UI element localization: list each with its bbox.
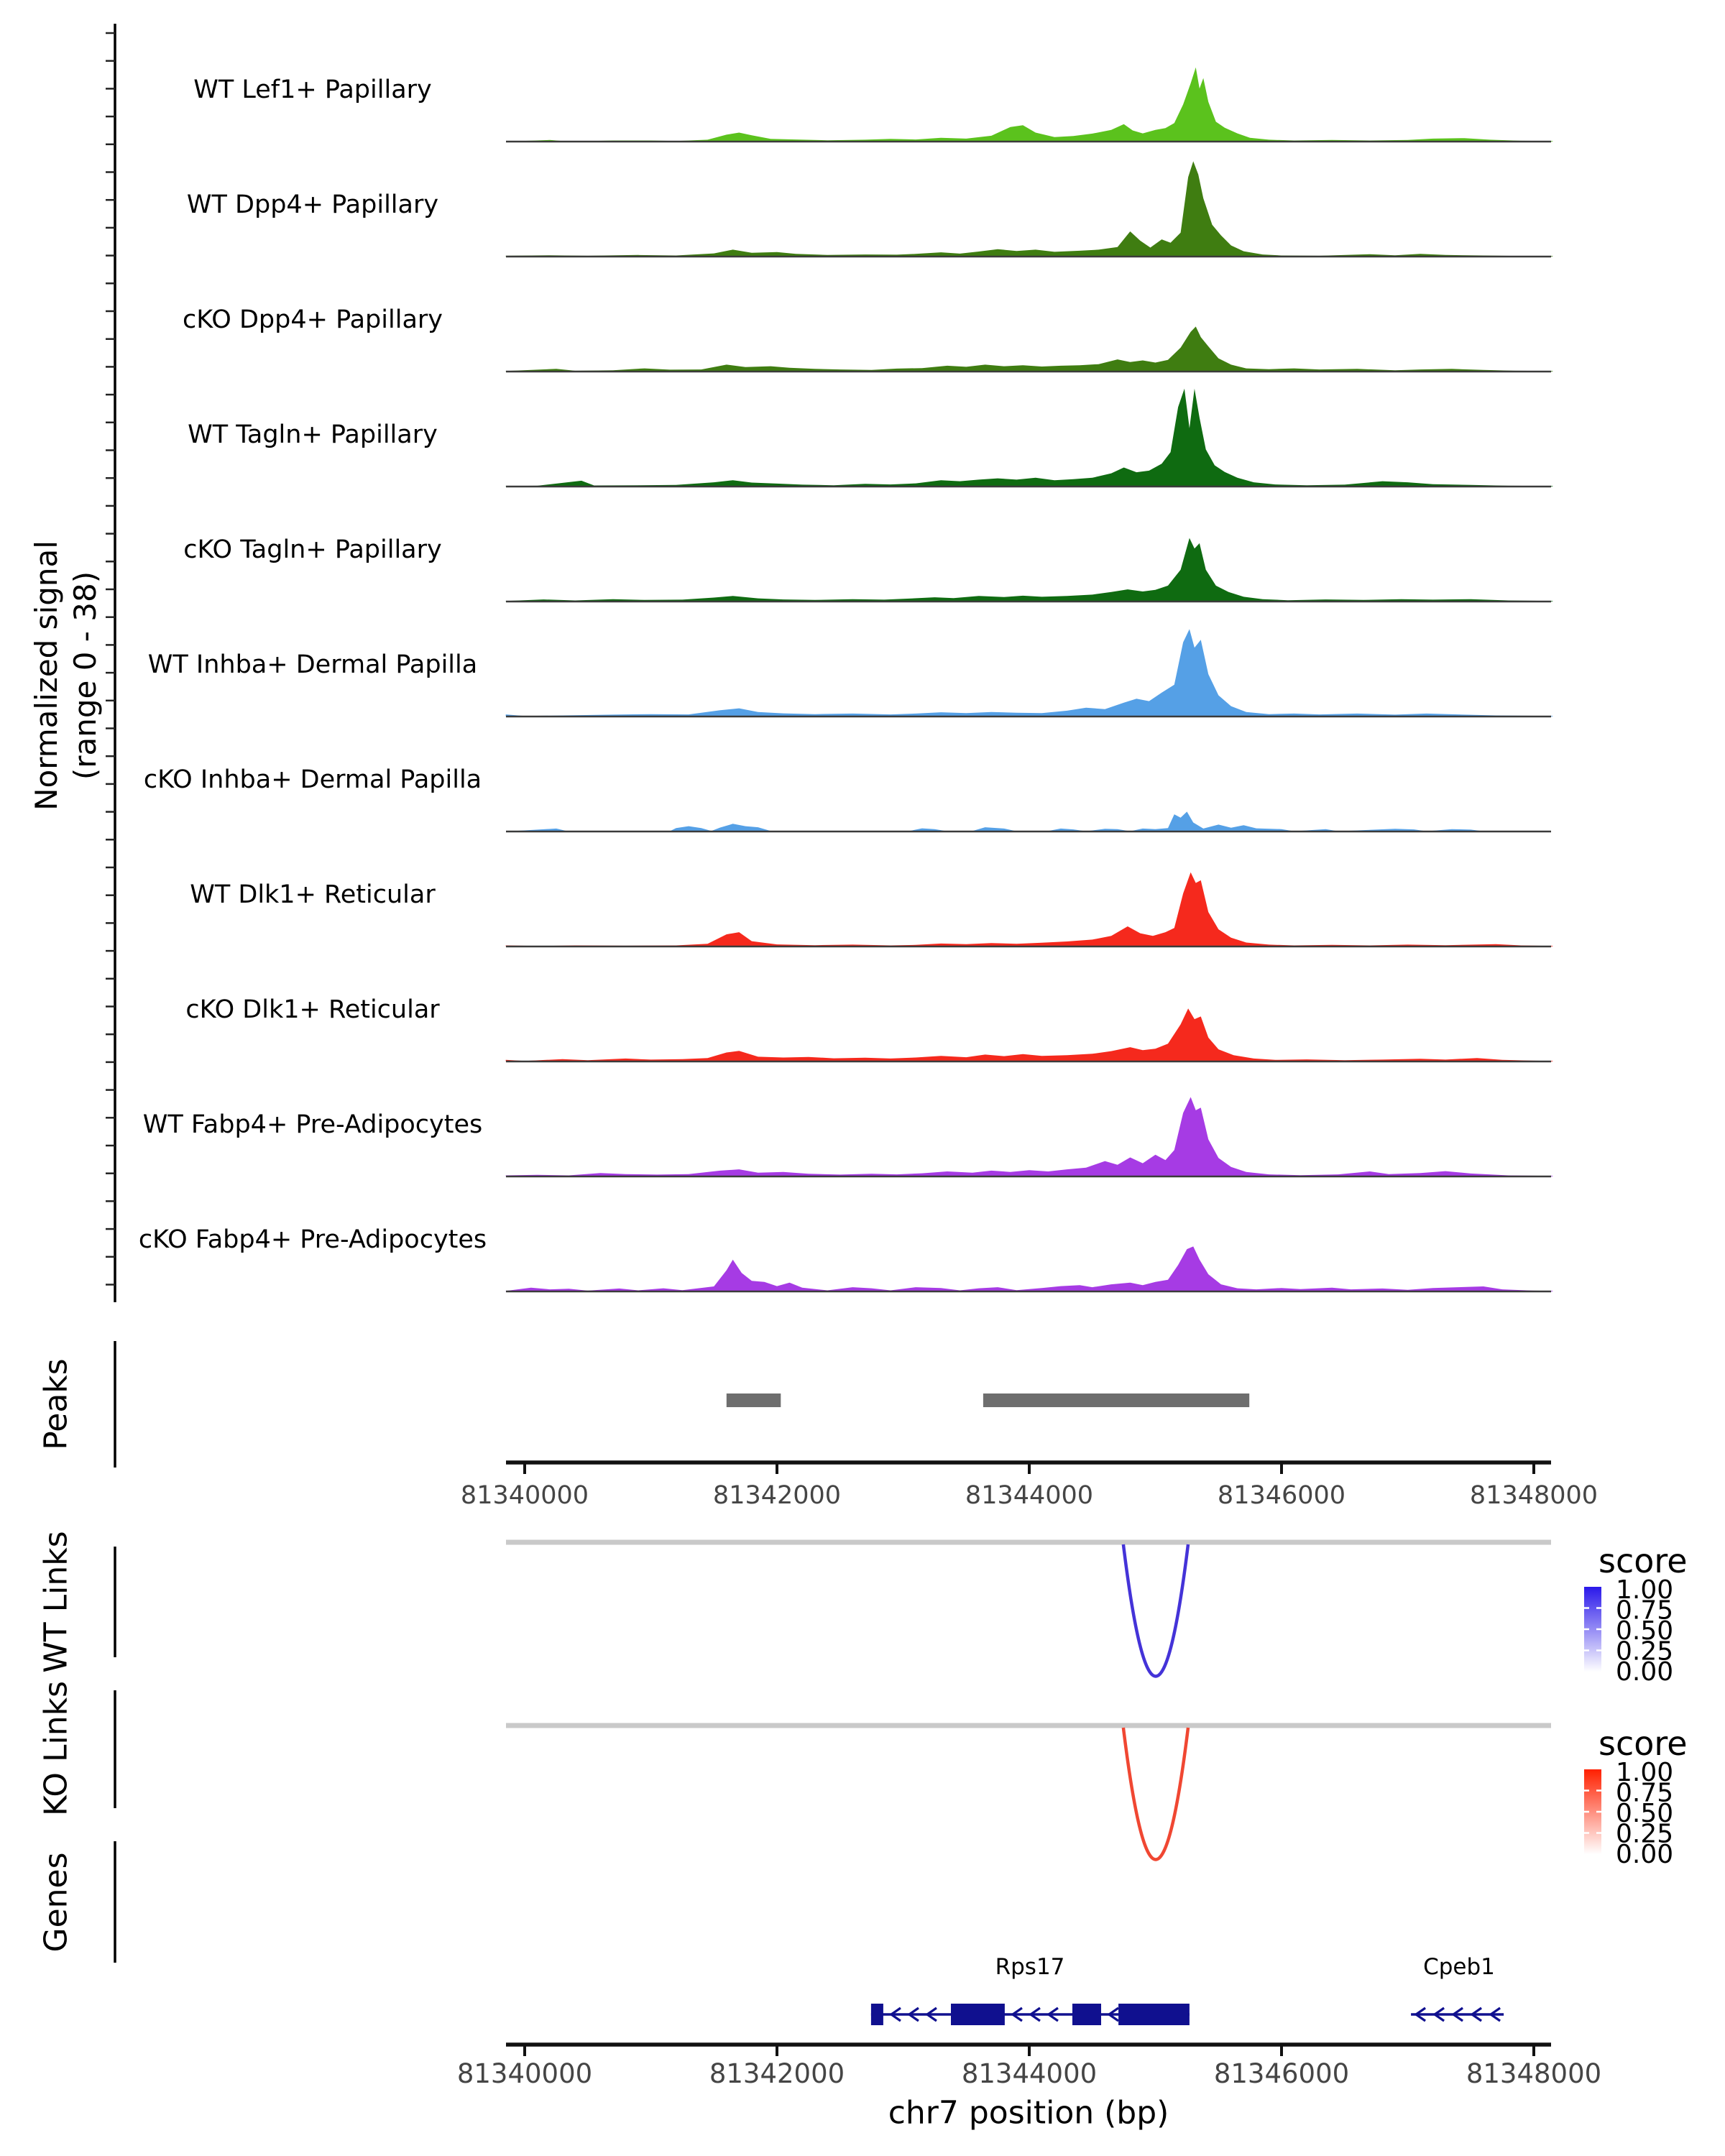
legend-scale-label: 1.00 bbox=[1616, 1758, 1673, 1787]
ko-links-track-label: KO Links bbox=[37, 1680, 75, 1817]
gene-direction-arrow bbox=[1470, 2007, 1482, 2022]
track-label-cko-fabp4: cKO Fabp4+ Pre-Adipocytes bbox=[138, 1225, 487, 1254]
gene-direction-arrow bbox=[1011, 2007, 1023, 2022]
legend-scale-label: 1.00 bbox=[1616, 1575, 1673, 1605]
signal-track-area bbox=[505, 1246, 1553, 1293]
legend-scale-label: 0.00 bbox=[1616, 1840, 1673, 1869]
track-label-wt-fabp4: WT Fabp4+ Pre-Adipocytes bbox=[142, 1110, 483, 1139]
gene-direction-arrow bbox=[889, 2007, 901, 2022]
legend-scale-label: 0.25 bbox=[1616, 1637, 1673, 1667]
track-label-wt-dpp4: WT Dpp4+ Papillary bbox=[186, 190, 439, 219]
axis-tick-label: 81346000 bbox=[1218, 1481, 1346, 1510]
gene-direction-arrow bbox=[1029, 2007, 1041, 2022]
ko-score-legend: 1.000.750.500.250.00 bbox=[1584, 1758, 1673, 1869]
signal-track-area bbox=[505, 872, 1553, 948]
gene-direction-arrow bbox=[1451, 2007, 1463, 2022]
y-axis-label-line2: (range 0 - 38) bbox=[68, 571, 103, 780]
gene-exon bbox=[1072, 2004, 1101, 2025]
peak-interval-bar bbox=[726, 1393, 781, 1407]
axis-tick-label: 81348000 bbox=[1466, 2058, 1601, 2089]
signal-track-area bbox=[505, 629, 1553, 718]
gene-body bbox=[870, 2004, 1190, 2025]
gene-label-cpeb1: Cpeb1 bbox=[1423, 1954, 1495, 1980]
track-label-wt-tagln: WT Tagln+ Papillary bbox=[188, 420, 438, 449]
axis-tick-label: 81340000 bbox=[461, 1481, 589, 1510]
link-arc bbox=[1121, 1727, 1190, 1861]
axis-tick-label: 81340000 bbox=[457, 2058, 592, 2089]
genome-axis: 81340000 81342000 81344000 81346000 8134… bbox=[461, 1460, 1598, 1510]
wt-score-legend: 1.000.750.500.250.00 bbox=[1584, 1575, 1673, 1687]
signal-track-area bbox=[505, 388, 1553, 488]
gene-direction-arrow bbox=[1414, 2007, 1426, 2022]
gene-direction-arrow bbox=[1489, 2007, 1501, 2022]
signal-track-area bbox=[505, 67, 1553, 143]
track-label-cko-dlk1: cKO Dlk1+ Reticular bbox=[185, 995, 440, 1024]
links-track bbox=[506, 1539, 1551, 1678]
peaks-track-label: Peaks bbox=[37, 1358, 75, 1450]
signal-track-area bbox=[505, 1008, 1553, 1063]
track-label-wt-lef1: WT Lef1+ Papillary bbox=[193, 75, 432, 104]
track-label-cko-inhba: cKO Inhba+ Dermal Papilla bbox=[143, 765, 482, 794]
legend-scale-label: 0.00 bbox=[1616, 1657, 1673, 1687]
link-arc bbox=[1121, 1544, 1190, 1678]
gene-body bbox=[1411, 2007, 1504, 2022]
y-axis-label-normalized-signal: Normalized signal (range 0 - 38) bbox=[27, 540, 105, 811]
track-label-cko-tagln: cKO Tagln+ Papillary bbox=[183, 535, 442, 564]
gene-direction-arrow bbox=[1107, 2007, 1119, 2022]
track-label-wt-inhba: WT Inhba+ Dermal Papilla bbox=[147, 650, 478, 679]
legend-scale-label: 0.50 bbox=[1616, 1799, 1673, 1828]
wt-links-legend-title: score bbox=[1598, 1542, 1688, 1580]
legend-scale-label: 0.25 bbox=[1616, 1820, 1673, 1849]
legend-scale-label: 0.75 bbox=[1616, 1779, 1673, 1808]
gene-exon bbox=[951, 2004, 1005, 2025]
track-label-cko-dpp4: cKO Dpp4+ Papillary bbox=[183, 305, 443, 334]
peak-interval-bar bbox=[983, 1393, 1250, 1407]
signal-track-area bbox=[505, 811, 1553, 833]
genome-axis: 81340000 81342000 81344000 81346000 8134… bbox=[457, 2042, 1601, 2089]
gene-direction-arrow bbox=[907, 2007, 919, 2022]
axis-tick-label: 81342000 bbox=[713, 1481, 841, 1510]
signal-track-area bbox=[505, 1097, 1553, 1178]
axis-tick-label: 81348000 bbox=[1470, 1481, 1598, 1510]
axis-tick-label: 81342000 bbox=[709, 2058, 845, 2089]
y-axis-label-line1: Normalized signal bbox=[29, 540, 64, 811]
links-track bbox=[506, 1723, 1551, 1861]
track-label-wt-dlk1: WT Dlk1+ Reticular bbox=[190, 880, 436, 909]
axis-tick-label: 81346000 bbox=[1214, 2058, 1349, 2089]
gene-label-rps17: Rps17 bbox=[995, 1954, 1065, 1980]
gene-exon bbox=[1118, 2004, 1190, 2025]
gene-exon bbox=[870, 2004, 883, 2025]
gene-direction-arrow bbox=[1046, 2007, 1059, 2022]
x-axis-title: chr7 position (bp) bbox=[888, 2094, 1169, 2132]
legend-scale-label: 0.50 bbox=[1616, 1616, 1673, 1646]
legend-scale-label: 0.75 bbox=[1616, 1596, 1673, 1626]
ko-links-legend-title: score bbox=[1598, 1724, 1688, 1763]
signal-track-area bbox=[505, 538, 1553, 603]
axis-tick-label: 81344000 bbox=[962, 2058, 1097, 2089]
genes-track-label: Genes bbox=[37, 1852, 75, 1953]
gene-direction-arrow bbox=[1432, 2007, 1445, 2022]
wt-links-track-label: WT Links bbox=[37, 1531, 75, 1673]
signal-track-area bbox=[505, 326, 1553, 373]
gene-direction-arrow bbox=[925, 2007, 937, 2022]
signal-track-area bbox=[505, 161, 1553, 258]
axis-tick-label: 81344000 bbox=[965, 1481, 1093, 1510]
signal-y-axis bbox=[106, 24, 116, 1302]
